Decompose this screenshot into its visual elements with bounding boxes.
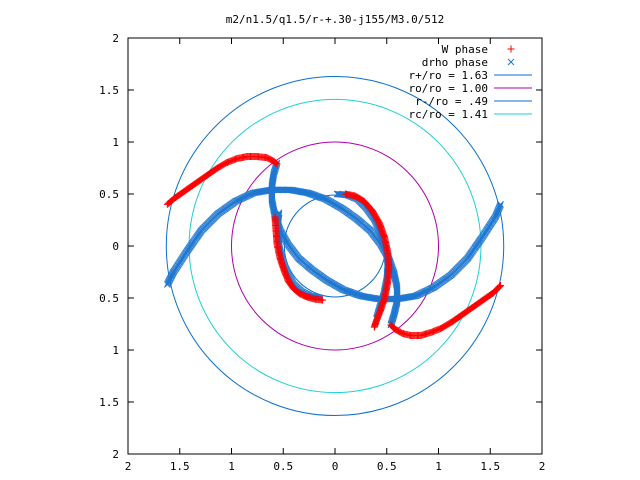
x-tick-label: 0.5 (273, 460, 293, 473)
series-plus (163, 153, 505, 339)
legend-cross-swatch (507, 58, 515, 66)
w-phase-point (273, 160, 281, 168)
x-tick-label: 1.5 (480, 460, 500, 473)
legend-label: drho phase (422, 56, 488, 69)
circle-rc/ro = 1.41 (188, 98, 482, 394)
x-tick-label: 1 (435, 460, 442, 473)
w-phase-point (389, 323, 397, 331)
w-phase-point (370, 323, 378, 331)
y-tick-label: 1.5 (99, 84, 119, 97)
circle-ro/ro = 1.00 (231, 141, 439, 351)
x-tick-label: 2 (125, 460, 132, 473)
y-tick-label: 0 (112, 240, 119, 253)
y-tick-label: 0.5 (99, 292, 119, 305)
points-layer (163, 153, 505, 339)
w-phase-point (319, 296, 327, 304)
y-tick-label: 1 (112, 344, 119, 357)
drho-phase-point (497, 201, 504, 208)
legend-plus-swatch (507, 45, 515, 53)
chart-title: m2/n1.5/q1.5/r-+.30-j155/M3.0/512 (226, 13, 445, 26)
x-tick-label: 0 (332, 460, 339, 473)
legend-label: ro/ro = 1.00 (409, 82, 488, 95)
x-tick-label: 0.5 (377, 460, 397, 473)
y-tick-label: 1 (112, 136, 119, 149)
x-tick-label: 1.5 (170, 460, 190, 473)
y-tick-label: 0.5 (99, 188, 119, 201)
drho-phase-point (163, 281, 171, 288)
y-tick-label: 1.5 (99, 396, 119, 409)
circle-r+/ro = 1.63 (165, 75, 505, 417)
drho-phase-point (275, 209, 283, 217)
x-tick-label: 1 (228, 460, 235, 473)
ticks-layer: 2 1.5 1 0.5 0 0.5 1 1.5 221.510.500.511.52 (99, 32, 545, 473)
w-phase-point (271, 159, 279, 167)
w-phase-point (388, 322, 396, 330)
x-tick-label: 2 (539, 460, 546, 473)
y-tick-label: 2 (112, 32, 119, 45)
w-phase-point (387, 321, 395, 329)
legend-label: r+/ro = 1.63 (409, 69, 488, 82)
drho-phase-point (275, 210, 283, 218)
legend-label: r-/ro = .49 (415, 95, 488, 108)
legend-label: W phase (442, 43, 488, 56)
circles-layer (165, 75, 505, 417)
legend-label: rc/ro = 1.41 (409, 108, 488, 121)
y-tick-label: 2 (112, 448, 119, 461)
w-phase-point (272, 159, 280, 167)
series-cross (163, 159, 504, 329)
